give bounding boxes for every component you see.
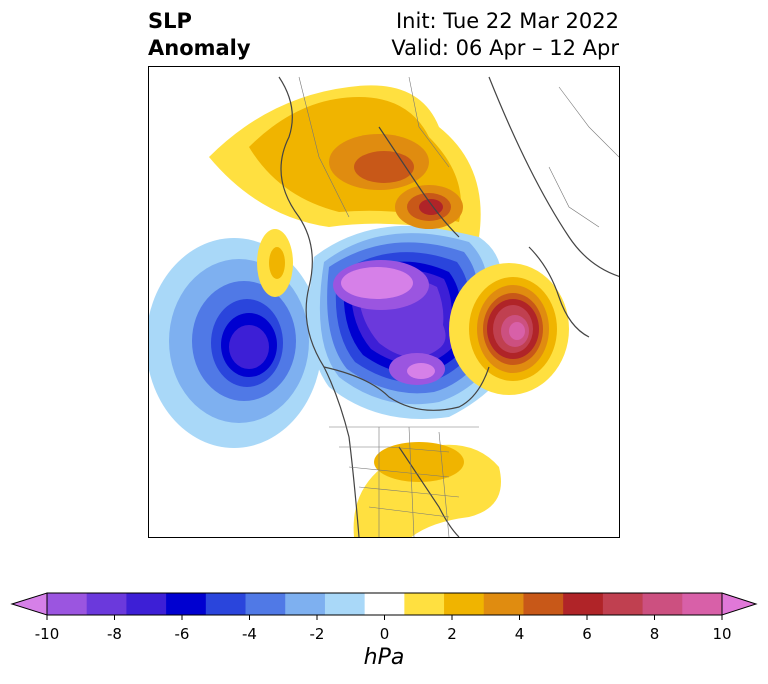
colorbar-tick-label: -2 (309, 625, 325, 643)
borders (298, 76, 619, 537)
colorbar-segment (126, 593, 167, 615)
siberia-high (209, 85, 481, 237)
colorbar-segment (563, 593, 604, 615)
colorbar-segment (523, 593, 564, 615)
colorbar-segment (86, 593, 127, 615)
forecast-dates: Init: Tue 22 Mar 2022 Valid: 06 Apr – 12… (391, 8, 619, 62)
colorbar-segment (483, 593, 524, 615)
colorbar-segment (404, 593, 445, 615)
colorbar (0, 585, 768, 625)
colorbar-tick-label: 0 (379, 625, 390, 643)
colorbar-segment (47, 593, 88, 615)
title-line-1: SLP (148, 9, 192, 33)
anomaly-map-svg (149, 76, 619, 537)
north-atlantic-high (449, 263, 569, 395)
colorbar-tick-label: 10 (712, 625, 732, 643)
colorbar-segment (602, 593, 644, 615)
colorbar-tick-label: -10 (34, 625, 60, 643)
title-line-2: Anomaly (148, 36, 251, 60)
colorbar-segment (285, 593, 326, 615)
colorbar-segment (245, 593, 286, 615)
colorbar-tick-label: 6 (582, 625, 592, 643)
colorbar-segment (444, 593, 485, 615)
colorbar-tick-label: -8 (107, 625, 122, 643)
chart-title: SLP Anomaly (148, 8, 251, 62)
colorbar-extend-max (721, 592, 758, 616)
colorbar-tick-label: -4 (242, 625, 257, 643)
colorbar-svg (10, 592, 758, 620)
colorbar-tick-label: 2 (447, 625, 457, 643)
alaska-high (257, 229, 293, 297)
colorbar-tick-label: -6 (174, 625, 190, 643)
init-date: Init: Tue 22 Mar 2022 (395, 9, 619, 33)
colorbar-tick-label: 8 (649, 625, 660, 643)
colorbar-segment (682, 593, 723, 615)
colorbar-units: hPa (363, 645, 405, 670)
colorbar-segment (205, 593, 247, 615)
colorbar-segment (642, 593, 683, 615)
north-pacific-low (149, 238, 322, 448)
anomaly-map (148, 66, 620, 538)
coastlines (278, 76, 619, 537)
colorbar-extend-min (10, 592, 48, 616)
colorbar-segment (364, 593, 405, 615)
colorbar-segment (166, 593, 207, 615)
colorbar-segment (324, 593, 366, 615)
valid-range: Valid: 06 Apr – 12 Apr (391, 36, 619, 60)
colorbar-tick-label: 4 (514, 625, 525, 643)
